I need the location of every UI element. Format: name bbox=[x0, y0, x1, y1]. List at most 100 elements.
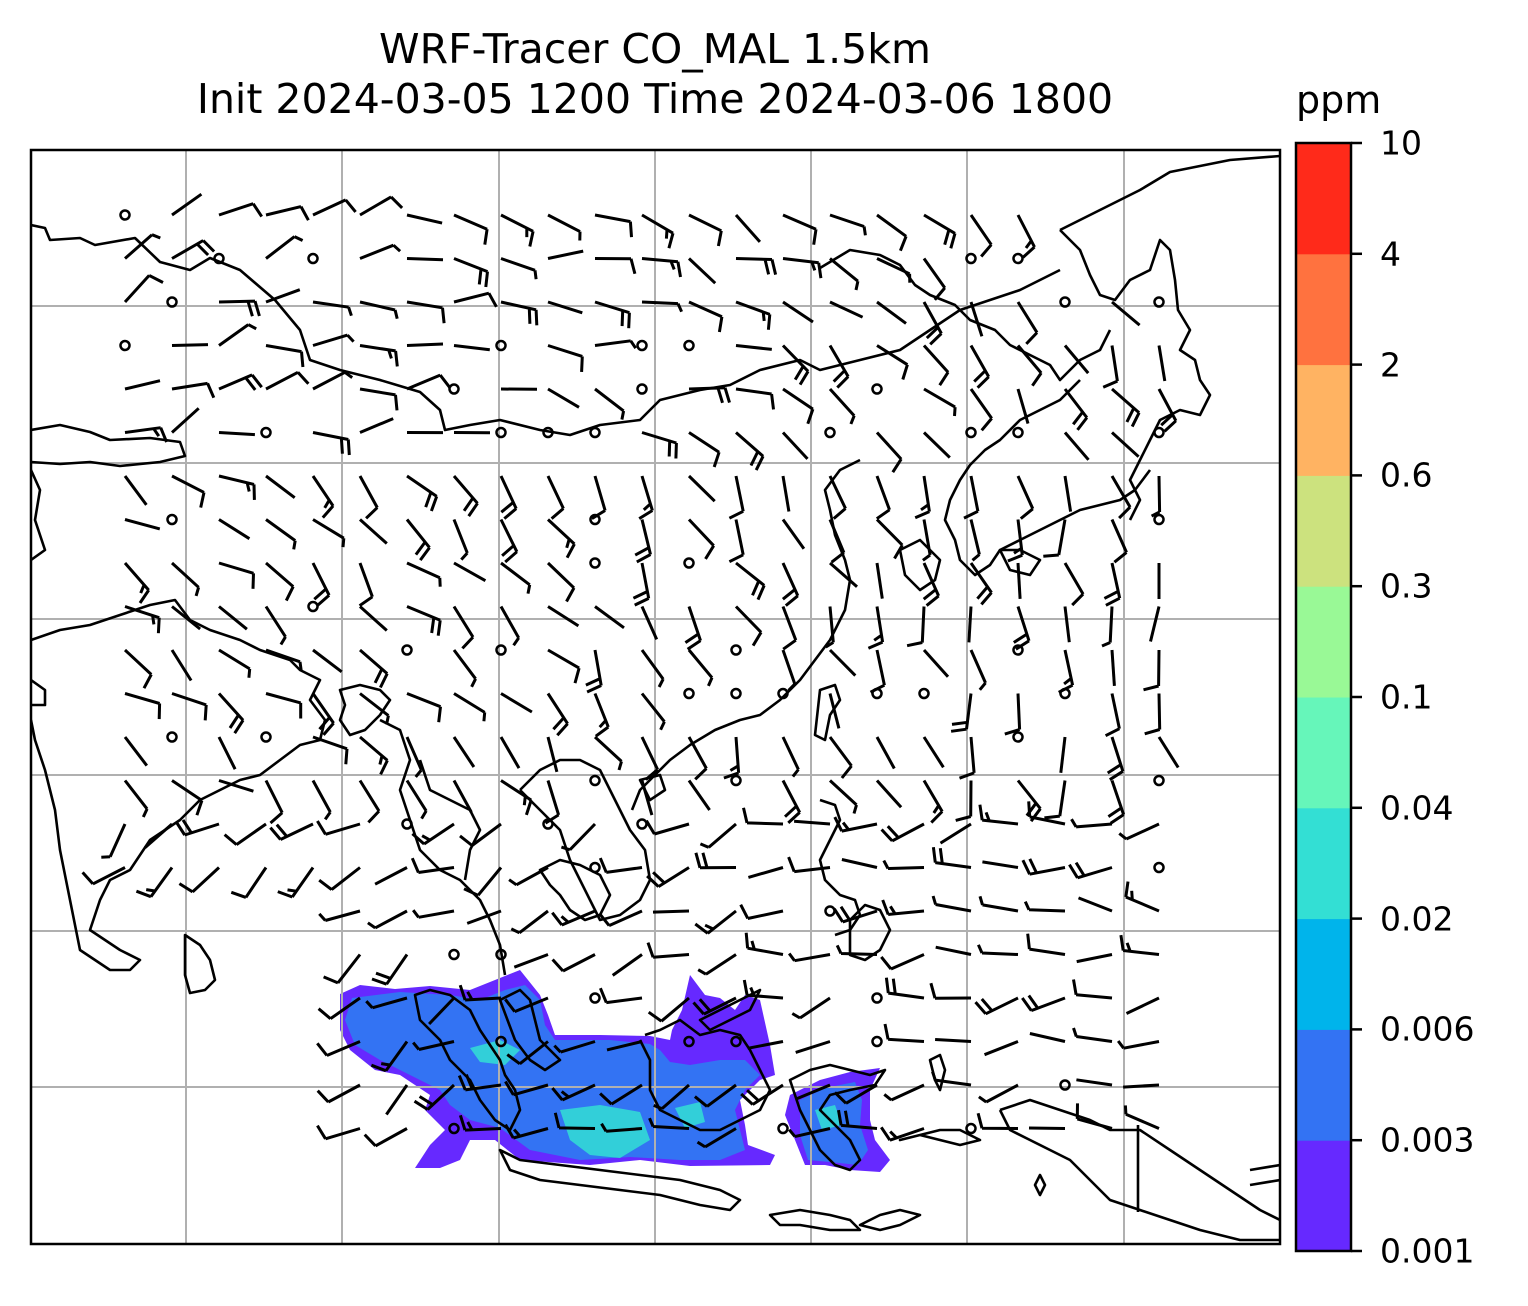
calm-wind-marker bbox=[730, 774, 742, 787]
colorbar-segment bbox=[1296, 143, 1351, 255]
wind-barb bbox=[1016, 214, 1036, 259]
wind-barb bbox=[1075, 1103, 1113, 1130]
wind-barb bbox=[1110, 649, 1116, 687]
wind-barb bbox=[735, 344, 772, 351]
wind-barb bbox=[876, 344, 909, 380]
wind-barb bbox=[1124, 881, 1160, 913]
colorbar-tick-label: 0.6 bbox=[1380, 455, 1433, 495]
wind-barb bbox=[171, 239, 216, 260]
wind-barb bbox=[735, 387, 775, 410]
wind-barb bbox=[974, 996, 1019, 1016]
wind-barb bbox=[747, 1040, 784, 1050]
calm-wind-marker bbox=[119, 209, 131, 221]
wind-barb bbox=[869, 649, 886, 694]
calm-wind-marker bbox=[166, 296, 178, 308]
wind-barb bbox=[787, 952, 831, 963]
wind-barb bbox=[312, 198, 357, 217]
wind-barb bbox=[747, 866, 784, 879]
wind-barb bbox=[547, 344, 584, 372]
wind-barb bbox=[452, 475, 479, 517]
calm-wind-marker bbox=[589, 557, 601, 569]
wind-barb bbox=[688, 431, 721, 468]
wind-barb bbox=[265, 648, 303, 671]
calm-wind-marker bbox=[542, 426, 554, 439]
wind-barb bbox=[969, 301, 984, 337]
wind-barb bbox=[1123, 1083, 1160, 1089]
wind-barb bbox=[969, 519, 981, 562]
wind-barb bbox=[880, 822, 925, 843]
wind-barb bbox=[506, 1040, 549, 1066]
wind-barb bbox=[123, 562, 150, 604]
wind-barb bbox=[218, 431, 255, 437]
wind-barb bbox=[359, 417, 394, 434]
wind-barb bbox=[359, 243, 402, 260]
wind-barb bbox=[544, 780, 561, 825]
wind-barb bbox=[646, 866, 690, 888]
wind-barb bbox=[124, 605, 161, 634]
calm-wind-marker bbox=[871, 992, 883, 1004]
calm-wind-marker bbox=[965, 252, 977, 265]
wind-barb bbox=[598, 857, 643, 874]
wind-barb bbox=[875, 518, 904, 560]
wind-barb bbox=[413, 1083, 456, 1111]
calm-wind-marker bbox=[824, 905, 836, 917]
wind-barb bbox=[406, 474, 439, 512]
wind-barb bbox=[218, 518, 251, 540]
colorbar-tick-label: 0.006 bbox=[1380, 1009, 1475, 1049]
wind-barb bbox=[1016, 388, 1030, 425]
wind-barb bbox=[358, 562, 374, 607]
wind-barb bbox=[828, 518, 846, 564]
calm-wind-marker bbox=[401, 644, 413, 656]
calm-wind-marker bbox=[1153, 426, 1165, 439]
wind-barb bbox=[312, 370, 354, 391]
wind-barb bbox=[922, 562, 940, 607]
wind-barb bbox=[508, 866, 549, 887]
wind-barb bbox=[782, 257, 823, 279]
wind-barb bbox=[593, 735, 623, 771]
calm-wind-marker bbox=[1059, 1079, 1071, 1091]
wind-barb bbox=[547, 387, 580, 409]
wind-barb bbox=[1076, 1078, 1113, 1087]
wind-barb bbox=[311, 779, 332, 821]
wind-barb bbox=[694, 909, 737, 935]
colorbar-segment bbox=[1296, 475, 1351, 587]
wind-barb bbox=[1063, 388, 1089, 431]
wind-barb bbox=[922, 257, 947, 301]
wind-barb bbox=[684, 606, 702, 651]
map-title: WRF-Tracer CO_MAL 1.5km Init 2024-03-05 … bbox=[30, 24, 1280, 124]
wind-barb bbox=[922, 431, 951, 459]
wind-barb bbox=[923, 213, 957, 249]
wind-barb bbox=[653, 1083, 690, 1111]
wind-barb bbox=[950, 693, 973, 733]
calm-wind-marker bbox=[495, 644, 507, 656]
wind-barb bbox=[405, 736, 423, 778]
wind-barb bbox=[546, 736, 559, 773]
wind-barb bbox=[1023, 900, 1066, 913]
wind-barb bbox=[594, 605, 625, 630]
calm-wind-marker bbox=[119, 339, 131, 352]
calm-wind-marker bbox=[307, 252, 319, 265]
wind-barb bbox=[265, 205, 310, 221]
wind-barb bbox=[696, 1127, 737, 1149]
calm-wind-marker bbox=[965, 1122, 977, 1135]
wind-barb bbox=[880, 953, 925, 971]
wind-barb bbox=[828, 693, 841, 729]
wind-barb bbox=[735, 561, 766, 601]
wind-barb bbox=[1125, 996, 1160, 1015]
calm-wind-marker bbox=[495, 426, 507, 439]
wind-barb bbox=[967, 606, 973, 643]
wind-barb bbox=[170, 649, 193, 682]
wind-barb bbox=[735, 431, 765, 471]
wind-barb bbox=[795, 1040, 831, 1054]
wind-barb bbox=[935, 945, 972, 956]
calm-wind-marker bbox=[589, 426, 601, 439]
wind-barb bbox=[977, 944, 1019, 956]
wind-barb bbox=[969, 214, 993, 258]
calm-wind-marker bbox=[1012, 252, 1024, 265]
wind-barb bbox=[547, 605, 580, 628]
wind-barb bbox=[735, 257, 778, 275]
wind-barb bbox=[594, 387, 626, 420]
wind-barb bbox=[793, 819, 831, 826]
wind-barb bbox=[457, 1074, 502, 1092]
wind-barb bbox=[781, 649, 797, 692]
